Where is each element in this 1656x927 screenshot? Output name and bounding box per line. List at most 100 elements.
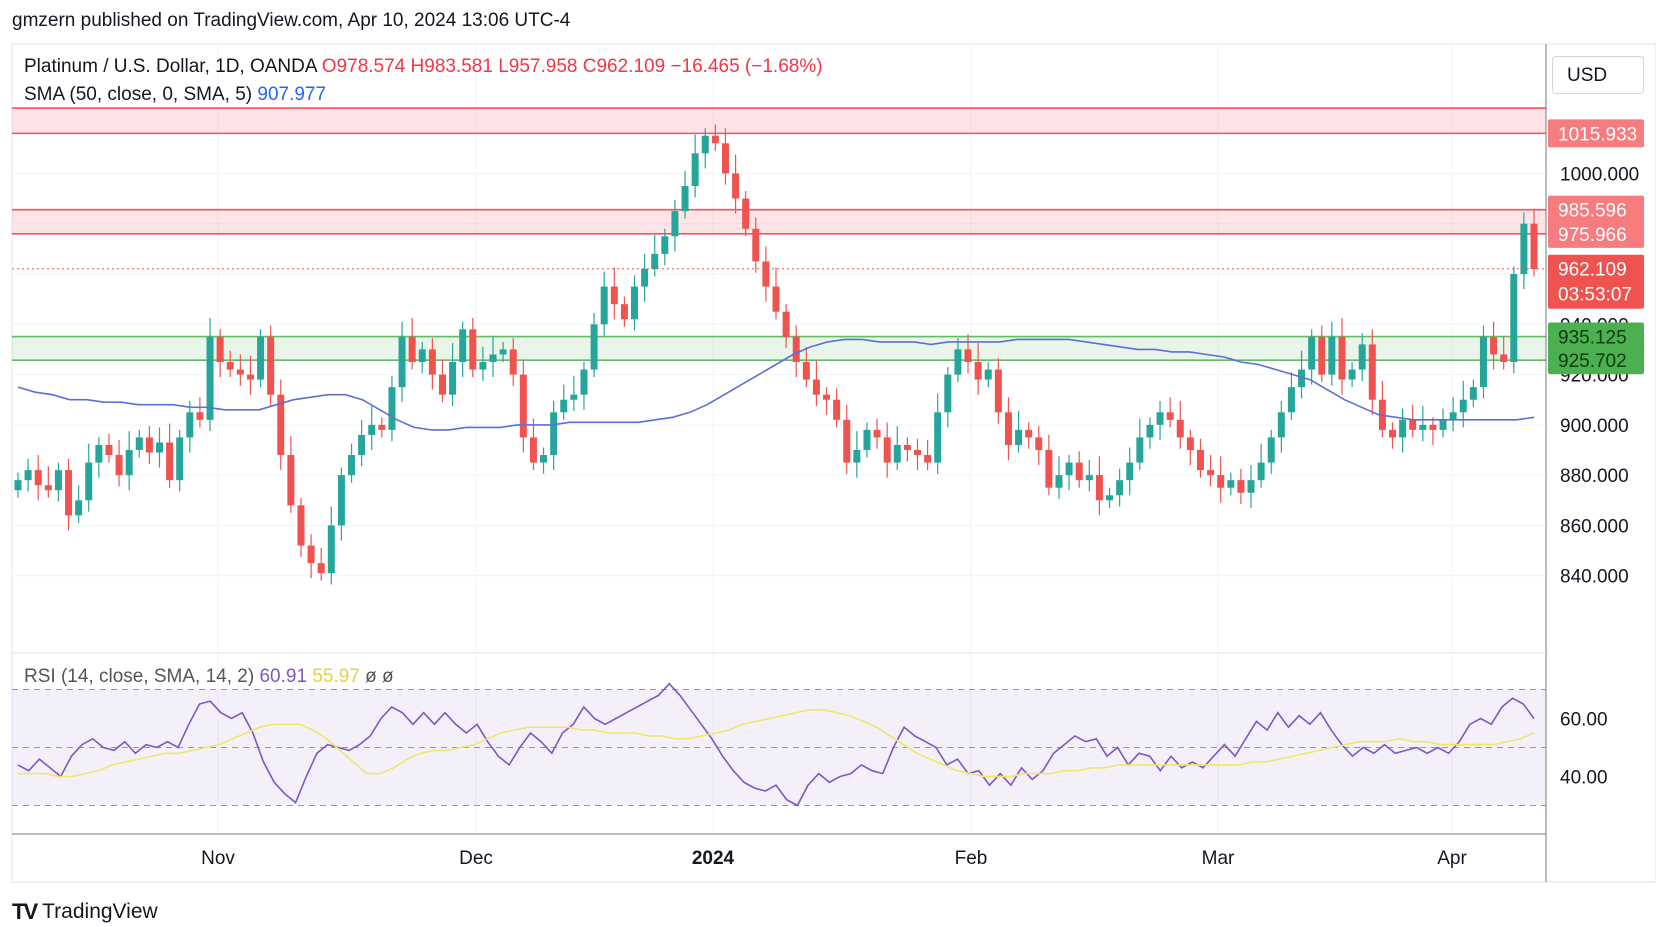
rsi-label[interactable]: RSI (14, close, SMA, 14, 2): [24, 666, 255, 687]
candle-body: [711, 135, 719, 144]
price-tick-label: 840.000: [1560, 567, 1629, 588]
rsi-legend: RSI (14, close, SMA, 14, 2) 60.91 55.97 …: [24, 666, 394, 688]
time-tick-label: Mar: [1202, 848, 1235, 869]
price-label-bg: [1548, 322, 1644, 351]
candle-body: [95, 444, 103, 463]
candle-body: [438, 374, 446, 395]
legend-change: −16.465 (−1.68%): [670, 56, 823, 77]
candle-body: [590, 324, 598, 370]
legend-open: O978.574: [321, 56, 406, 77]
candle-body: [782, 311, 790, 337]
candle-body: [550, 412, 558, 456]
zone-resistance: [12, 209, 1546, 234]
sma-label[interactable]: SMA (50, close, 0, SMA, 5): [24, 84, 253, 105]
candle-body: [257, 336, 265, 380]
candle-body: [1318, 336, 1326, 375]
candle-body: [1045, 450, 1053, 488]
candle-body: [853, 450, 861, 463]
footer-brand: TV TradingView: [12, 899, 158, 925]
price-tick-label: 1000.000: [1560, 164, 1639, 185]
candle-body: [954, 349, 962, 375]
candle-body: [1368, 344, 1376, 400]
candle-body: [903, 444, 911, 450]
zone-support: [12, 336, 1546, 361]
candle-body: [1479, 336, 1487, 388]
candle-body: [519, 374, 527, 438]
price-label-text: 925.702: [1558, 351, 1627, 372]
candle-body: [1055, 475, 1063, 488]
candle-body: [1500, 354, 1508, 362]
price-tick-label: 900.000: [1560, 416, 1629, 437]
candle-body: [934, 412, 942, 463]
candle-body: [701, 135, 709, 154]
candle-body: [469, 329, 477, 370]
candle-body: [1530, 223, 1538, 269]
currency-selector[interactable]: USD: [1552, 56, 1644, 94]
candle-body: [388, 387, 396, 430]
candle-body: [24, 470, 32, 481]
candle-body: [327, 525, 335, 574]
candle-body: [206, 336, 214, 420]
candle-body: [1176, 419, 1184, 438]
candle-body: [1146, 424, 1154, 438]
candle-body: [1469, 387, 1477, 400]
candle-body: [994, 369, 1002, 413]
zone-resistance-top: [12, 108, 1546, 134]
candle-body: [378, 424, 386, 430]
candle-body: [196, 412, 204, 420]
candle-body: [792, 336, 800, 362]
legend-symbol[interactable]: Platinum / U.S. Dollar, 1D, OANDA: [24, 56, 317, 77]
candle-body: [479, 362, 487, 370]
candle-body: [1237, 480, 1245, 493]
main-legend: Platinum / U.S. Dollar, 1D, OANDA O978.5…: [24, 56, 823, 78]
candle-body: [297, 505, 305, 546]
rsi-tick-label: 40.00: [1560, 768, 1608, 789]
candle-body: [176, 437, 184, 481]
sma-line: [17, 338, 1535, 431]
candle-body: [1439, 419, 1447, 430]
candle-body: [873, 429, 881, 438]
candle-body: [974, 362, 982, 380]
candle-body: [529, 437, 537, 463]
candle-body: [459, 329, 467, 362]
candle-body: [802, 362, 810, 380]
price-label-bg: [1548, 119, 1644, 148]
candle-body: [681, 186, 689, 212]
candle-body: [883, 437, 891, 463]
candle-body: [721, 143, 729, 174]
candle-body: [772, 286, 780, 312]
candle-body: [1126, 462, 1134, 481]
price-label-text: 1015.933: [1558, 124, 1637, 145]
candle-body: [489, 354, 497, 362]
candle-body: [1095, 475, 1103, 501]
rsi-ma-value: 55.97: [312, 666, 360, 687]
candle-body: [944, 374, 952, 413]
time-tick-label: Feb: [955, 848, 988, 869]
candle-body: [671, 211, 679, 237]
candle-body: [823, 394, 831, 400]
candle-body: [560, 399, 568, 413]
candle-body: [246, 374, 254, 380]
rsi-pane: [12, 682, 1546, 807]
candle-body: [317, 563, 325, 574]
candle-body: [418, 349, 426, 362]
candle-body: [1136, 437, 1144, 463]
published-info: gmzern published on TradingView.com, Apr…: [12, 10, 571, 31]
candle-body: [44, 485, 52, 491]
candle-body: [1267, 437, 1275, 463]
candle-body: [1287, 387, 1295, 413]
candle-body: [843, 419, 851, 463]
candle-body: [863, 429, 871, 450]
rsi-line: [17, 682, 1535, 807]
candle-body: [1358, 344, 1366, 370]
legend-low: L957.958: [498, 56, 578, 77]
price-tick-label: 880.000: [1560, 466, 1629, 487]
candle-body: [641, 268, 649, 287]
price-label-bg: [1548, 346, 1644, 375]
candle-body: [145, 437, 153, 453]
candle-body: [125, 450, 133, 476]
candle-body: [277, 394, 285, 456]
candle-body: [1277, 412, 1285, 438]
price-label-bg: [1548, 219, 1644, 248]
